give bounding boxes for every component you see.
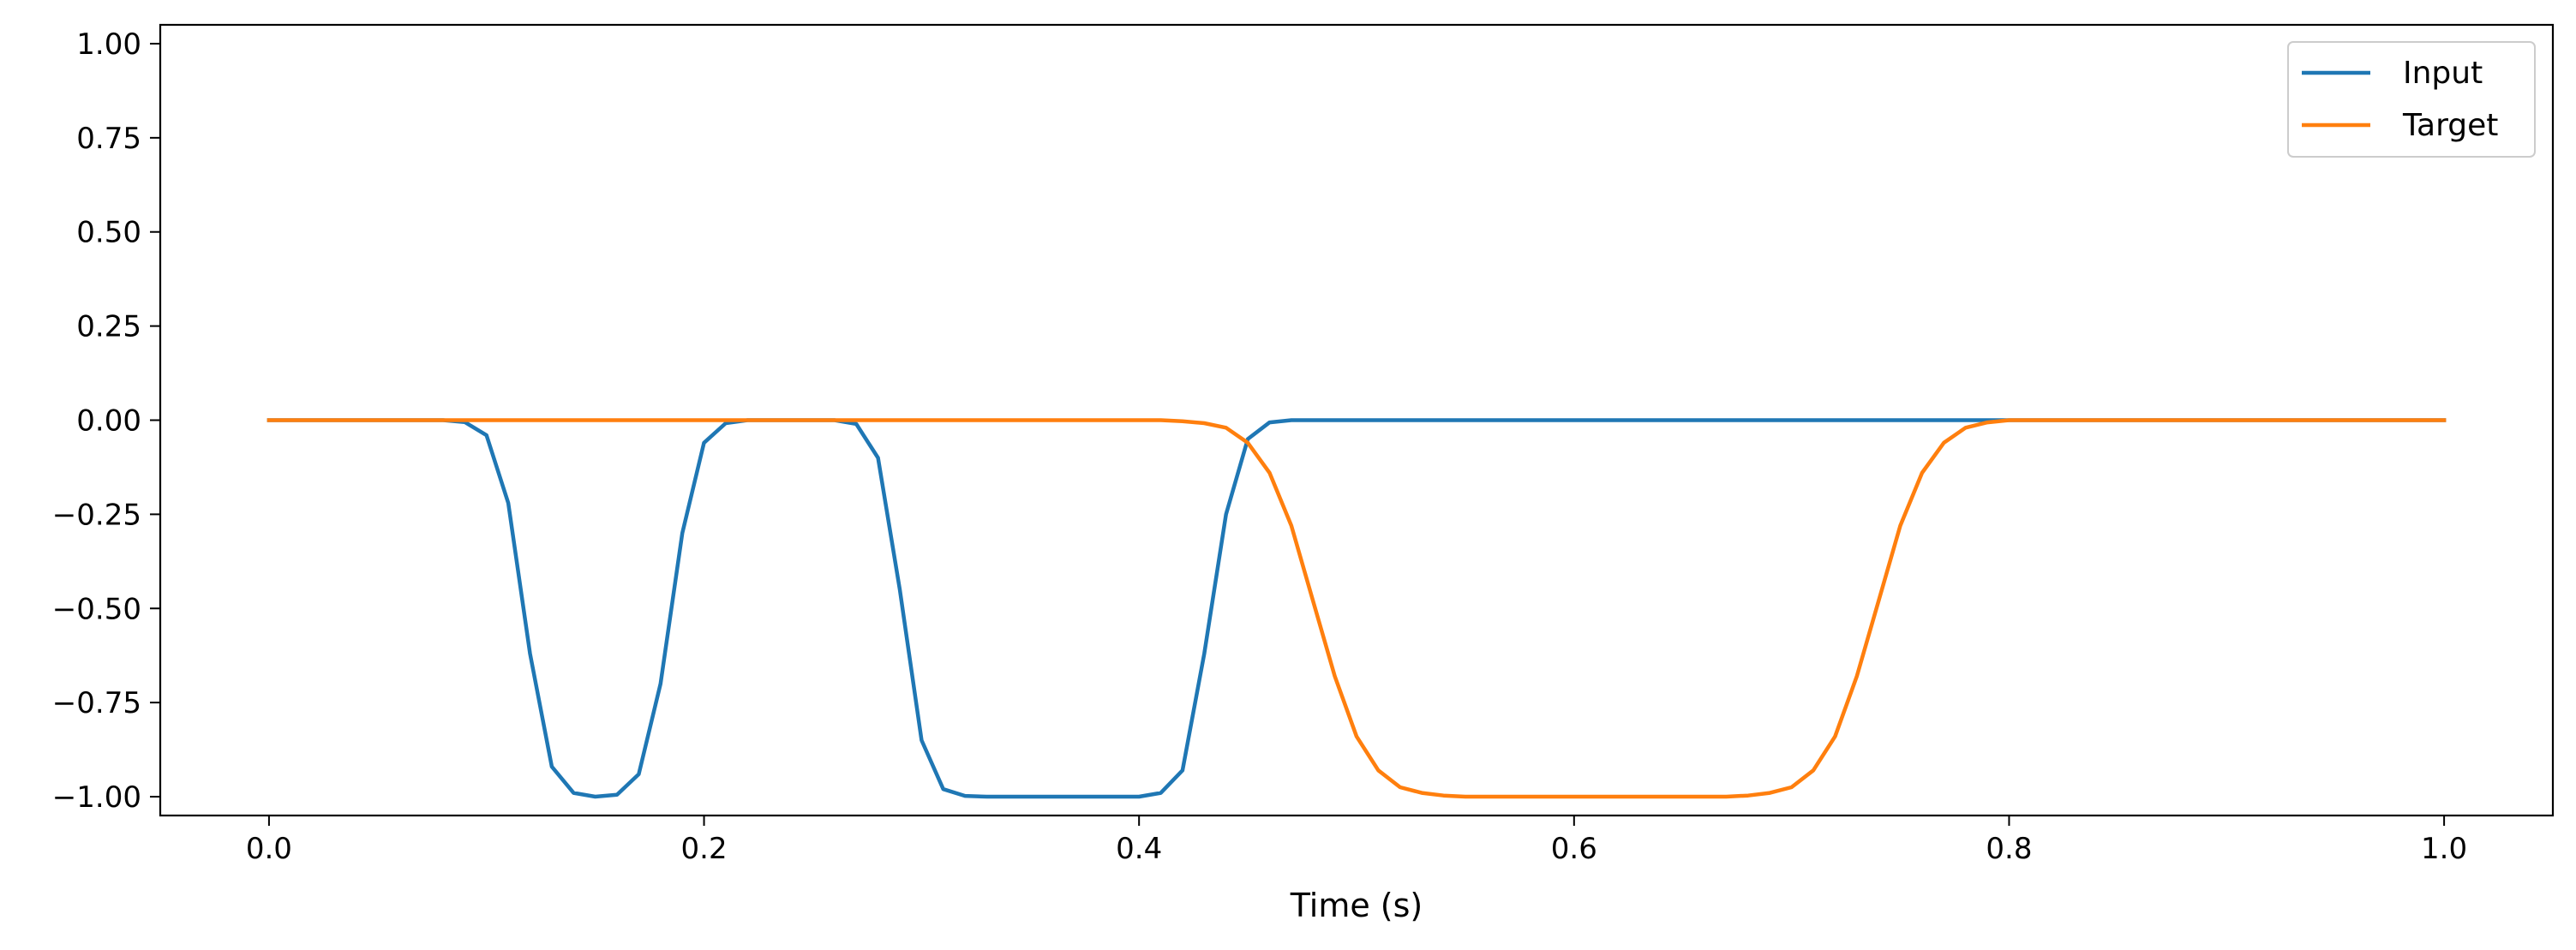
y-tick-label: −1.00 xyxy=(52,780,141,815)
legend-box xyxy=(2287,41,2536,158)
series-line-target xyxy=(267,418,2447,799)
y-tick-label: 0.50 xyxy=(76,216,141,250)
y-tick-label: 0.75 xyxy=(76,122,141,156)
y-tick-label: 0.00 xyxy=(76,404,141,439)
y-tick-label: −0.25 xyxy=(52,498,141,532)
y-tick-label: −0.50 xyxy=(52,592,141,626)
legend-label-input: Input xyxy=(2403,56,2483,91)
x-axis-label: Time (s) xyxy=(1290,887,1423,924)
x-tick-label: 0.6 xyxy=(1551,832,1597,866)
x-tick-label: 0.8 xyxy=(1986,832,2032,866)
legend-label-target: Target xyxy=(2402,108,2498,143)
x-axis: 0.0 0.2 0.4 0.6 0.8 1.0 xyxy=(246,816,2467,866)
y-tick-label: 1.00 xyxy=(76,27,141,62)
y-tick-label: 0.25 xyxy=(76,310,141,344)
series-line-input xyxy=(267,418,2447,799)
x-tick-label: 0.4 xyxy=(1116,832,1162,866)
x-tick-label: 0.0 xyxy=(246,832,292,866)
x-tick-label: 0.2 xyxy=(681,832,728,866)
y-tick-label: −0.75 xyxy=(52,686,141,720)
x-tick-label: 1.0 xyxy=(2421,832,2467,866)
legend: Input Target xyxy=(2287,41,2536,158)
y-axis: 1.00 0.75 0.50 0.25 0.00 −0.25 −0.50 −0.75 −1.00 xyxy=(52,27,160,815)
